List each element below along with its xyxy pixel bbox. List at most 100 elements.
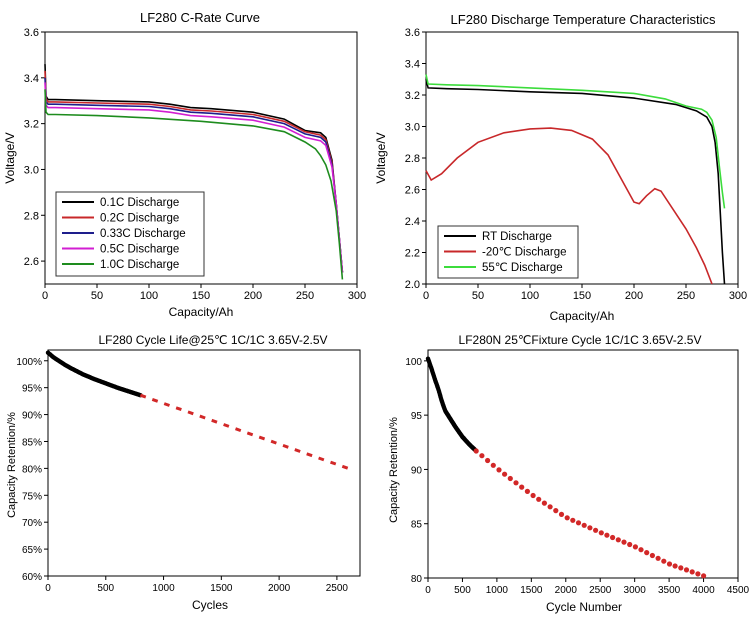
chart-crate-xlabel: Capacity/Ah bbox=[169, 305, 234, 319]
chart-crate-xtick-label: 200 bbox=[244, 290, 262, 302]
chart-crate-xtick-label: 300 bbox=[348, 290, 366, 302]
chart-cycle1-ytick-label: 80% bbox=[22, 464, 42, 475]
chart-cycle2-ytick-label: 100 bbox=[405, 357, 422, 368]
chart-cycle2-projected-point bbox=[513, 480, 519, 486]
chart-cycle1-projected-dash bbox=[306, 452, 313, 458]
chart-crate-series bbox=[44, 64, 344, 280]
chart-temp-ytick-label: 2.8 bbox=[405, 153, 420, 165]
chart-cycle2-projected-point bbox=[541, 500, 548, 506]
chart-temp-ytick-label: 2.4 bbox=[405, 216, 420, 228]
chart-cycle2-projected-point bbox=[672, 563, 678, 569]
chart-cycle1-xtick-label: 1000 bbox=[152, 583, 175, 594]
chart-temp-ytick-label: 2.2 bbox=[405, 248, 420, 260]
chart-cycle1-projected-dash bbox=[294, 448, 301, 453]
chart-cycle2-projected-point bbox=[666, 561, 673, 567]
chart-cycle2-projected-point bbox=[547, 504, 553, 510]
chart-cycle1-ytick-label: 90% bbox=[22, 411, 42, 422]
chart-cycle2-projected-point bbox=[524, 488, 531, 494]
chart-cycle2-projected-point bbox=[621, 539, 627, 545]
chart-crate-title: LF280 C-Rate Curve bbox=[140, 10, 260, 25]
chart-cycle2-projected-point bbox=[473, 448, 479, 454]
chart-cycle2-projected-point bbox=[490, 462, 496, 468]
chart-cycle1-projected-dash bbox=[211, 418, 218, 424]
chart-crate: LF280 C-Rate Curve 0 50 100 150 200 250 300 2.… bbox=[3, 10, 366, 319]
chart-cycle2-projected-point bbox=[564, 515, 570, 521]
chart-cycle1-projected-dash bbox=[139, 393, 147, 399]
chart-cycle2-projected-point bbox=[695, 571, 701, 577]
chart-temp-series-0-line bbox=[425, 79, 726, 285]
chart-cycle1-projected-dash bbox=[341, 464, 349, 470]
chart-cycle1-ytick-label: 75% bbox=[22, 491, 42, 502]
chart-cycle2-title: LF280N 25℃Fixture Cycle 1C/1C 3.65V-2.5V bbox=[459, 333, 702, 347]
chart-crate-legend-label: 0.1C Discharge bbox=[100, 197, 179, 209]
chart-cycle1-ytick-label: 60% bbox=[22, 572, 42, 583]
chart-cycle2-projected-point bbox=[496, 467, 502, 473]
chart-cycle2-xtick-label: 4500 bbox=[727, 585, 750, 596]
chart-cycle2-xlabel: Cycle Number bbox=[546, 600, 622, 614]
chart-cycle2-projected-point bbox=[683, 567, 690, 573]
chart-cycle1-ylabel: Capacity Retention/% bbox=[6, 412, 18, 518]
chart-crate-series-3-line bbox=[44, 82, 344, 273]
chart-crate-ytick-label: 3.6 bbox=[24, 27, 39, 39]
chart-crate-legend: 0.1C Discharge 0.2C Discharge 0.33C Discha… bbox=[55, 191, 205, 277]
chart-cycle2-projected-point bbox=[558, 511, 565, 517]
chart-temp-xtick-label: 100 bbox=[521, 290, 539, 302]
chart-crate-legend-label: 0.2C Discharge bbox=[100, 213, 179, 225]
chart-cycle2: LF280N 25℃Fixture Cycle 1C/1C 3.65V-2.5V… bbox=[388, 333, 750, 614]
chart-crate-yticks: 2.6 2.8 3.0 3.2 3.4 3.6 bbox=[24, 27, 45, 268]
chart-temp: LF280 Discharge Temperature Characterist… bbox=[374, 12, 747, 323]
chart-crate-legend-label: 0.33C Discharge bbox=[100, 228, 186, 240]
chart-cycle1-xtick-label: 1500 bbox=[210, 583, 233, 594]
chart-cycle2-projected-point bbox=[610, 534, 616, 541]
chart-cycle1-frame bbox=[47, 349, 361, 577]
chart-temp-legend-label: RT Discharge bbox=[482, 231, 552, 243]
chart-temp-ytick-label: 3.0 bbox=[405, 122, 420, 134]
chart-cycle2-projected-point bbox=[519, 484, 525, 490]
chart-cycle1-ytick-label: 100% bbox=[16, 357, 42, 368]
chart-temp-ylabel: Voltage/V bbox=[374, 132, 388, 183]
chart-cycle1: LF280 Cycle Life@25℃ 1C/1C 3.65V-2.5V 0 5… bbox=[6, 333, 361, 612]
chart-temp-legend-label: 55℃ Discharge bbox=[482, 262, 563, 274]
chart-temp-ytick-label: 3.2 bbox=[405, 90, 420, 102]
chart-cycle1-xticks: 0 500 1000 1500 2000 2500 bbox=[45, 576, 348, 594]
chart-temp-xtick-label: 0 bbox=[423, 290, 429, 302]
chart-temp-ytick-label: 2.6 bbox=[405, 185, 420, 197]
chart-temp-xtick-label: 250 bbox=[677, 290, 695, 302]
chart-cycle1-xtick-label: 0 bbox=[45, 583, 51, 594]
chart-cycle2-ytick-label: 90 bbox=[411, 465, 423, 476]
chart-cycle1-ytick-label: 95% bbox=[22, 384, 42, 395]
chart-temp-ytick-label: 3.4 bbox=[405, 59, 420, 71]
chart-cycle2-xtick-label: 4000 bbox=[692, 585, 715, 596]
chart-crate-xticks: 0 50 100 150 200 250 300 bbox=[42, 284, 366, 302]
chart-crate-ytick-label: 2.8 bbox=[24, 210, 39, 222]
chart-temp-legend-label: -20℃ Discharge bbox=[482, 247, 567, 259]
chart-cycle1-projected-dash bbox=[175, 406, 182, 412]
chart-crate-legend-label: 1.0C Discharge bbox=[100, 259, 179, 271]
chart-cycle2-projected-point bbox=[661, 558, 667, 564]
chart-temp-ytick-label: 2.0 bbox=[405, 279, 420, 291]
chart-cycle2-projected-point bbox=[553, 508, 559, 514]
chart-cycle2-ytick-label: 85 bbox=[411, 520, 423, 531]
chart-cycle1-projected-dash bbox=[234, 427, 242, 433]
chart-cycle2-projected-point bbox=[485, 457, 491, 464]
chart-cycle2-projected-point bbox=[701, 573, 707, 579]
chart-cycle2-xtick-label: 500 bbox=[454, 585, 471, 596]
chart-cycle2-xticks: 0 500 1000 1500 2000 2500 3000 3500 4000 4500 bbox=[425, 578, 750, 596]
chart-cycle2-projected-point bbox=[536, 496, 542, 502]
chart-cycle2-projected-point bbox=[530, 492, 536, 499]
chart-cycle2-ytick-label: 95 bbox=[411, 411, 423, 422]
chart-cycle1-yticks: 60% 65% 70% 75% 80% 85% 90% 95% 100% bbox=[16, 357, 48, 583]
chart-crate-ytick-label: 3.0 bbox=[24, 164, 39, 176]
chart-cycle2-projected-point bbox=[587, 525, 593, 531]
chart-cycle1-marks bbox=[45, 350, 349, 470]
chart-crate-ytick-label: 3.2 bbox=[24, 119, 39, 131]
chart-crate-legend-label: 0.5C Discharge bbox=[100, 244, 179, 256]
chart-cycle1-projected-dash bbox=[199, 414, 206, 420]
chart-temp-series-2-line bbox=[425, 74, 726, 209]
chart-temp-xtick-label: 50 bbox=[472, 290, 484, 302]
chart-cycle2-projected-point bbox=[570, 517, 576, 523]
chart-cycle1-xtick-label: 2000 bbox=[268, 583, 291, 594]
chart-cycle1-xlabel: Cycles bbox=[192, 598, 228, 612]
chart-crate-xtick-label: 100 bbox=[140, 290, 158, 302]
